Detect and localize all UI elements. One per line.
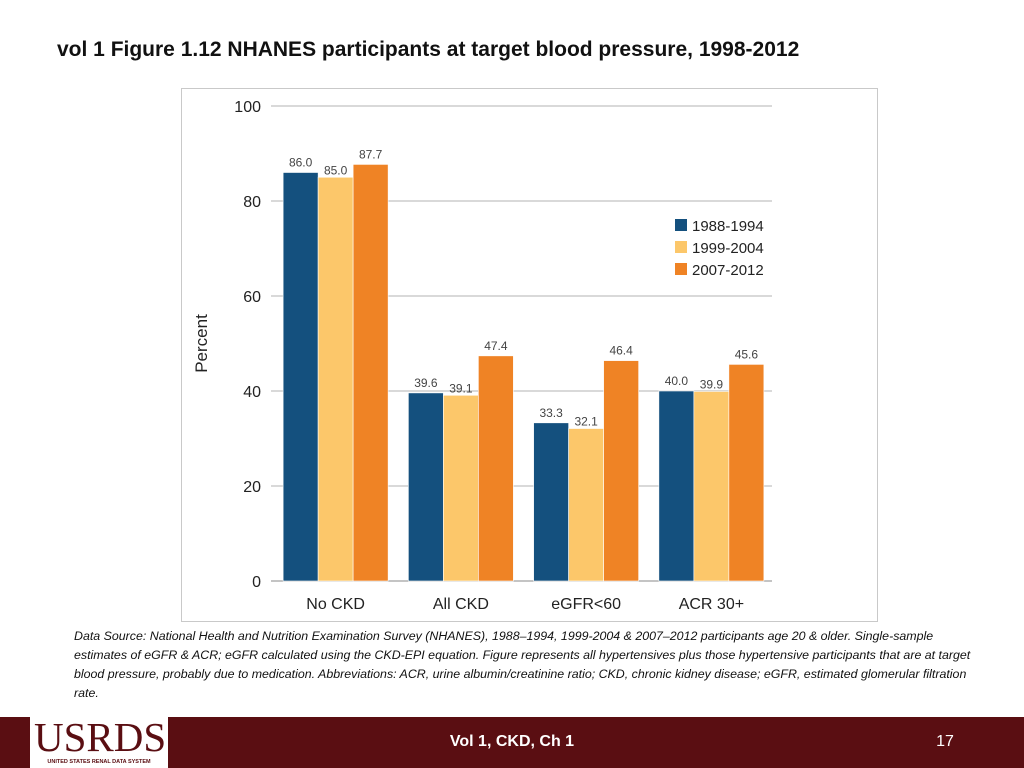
x-category-label: eGFR<60	[551, 596, 621, 613]
bar	[443, 394, 479, 582]
page-number: 17	[936, 733, 954, 750]
bar	[282, 172, 319, 582]
y-tick-label: 0	[252, 574, 261, 591]
bar	[728, 364, 765, 582]
usrds-logo: USRDS UNITED STATES RENAL DATA SYSTEM	[30, 713, 168, 768]
data-label: 40.0	[665, 374, 689, 388]
data-label: 39.9	[700, 377, 724, 391]
footer-bar	[0, 717, 1024, 768]
legend-label: 1999-2004	[692, 240, 764, 257]
logo-text: USRDS	[34, 714, 167, 760]
data-label: 87.7	[359, 147, 383, 161]
legend-swatch	[675, 219, 687, 231]
legend-swatch	[675, 263, 687, 275]
data-label: 32.1	[574, 415, 598, 429]
bar	[408, 392, 444, 582]
y-tick-label: 80	[243, 194, 261, 211]
x-category-label: ACR 30+	[679, 596, 744, 613]
bar	[478, 355, 514, 582]
y-tick-label: 20	[243, 479, 261, 496]
footer-chapter-label: Vol 1, CKD, Ch 1	[449, 733, 575, 750]
y-tick-label: 100	[234, 99, 261, 116]
data-label: 46.4	[609, 344, 633, 358]
data-source-footnote: Data Source: National Health and Nutriti…	[74, 629, 971, 700]
bar	[317, 176, 354, 582]
data-label: 85.0	[324, 163, 348, 177]
x-category-label: All CKD	[433, 596, 489, 613]
data-label: 33.3	[539, 406, 563, 420]
bar	[658, 390, 695, 582]
data-label: 86.0	[289, 156, 313, 170]
x-category-label: No CKD	[306, 596, 365, 613]
chart-frame: 0 20 40 60 80 100 Percent 86.0 85.0 87.7 No CKD 39.…	[181, 88, 878, 622]
bar	[693, 391, 730, 582]
legend-label: 2007-2012	[692, 262, 764, 279]
bar	[568, 428, 604, 582]
data-label: 47.4	[484, 339, 508, 353]
slide-title: vol 1 Figure 1.12 NHANES participants at…	[57, 38, 800, 61]
legend-label: 1988-1994	[692, 218, 764, 235]
bar	[603, 360, 639, 582]
data-label: 39.1	[449, 381, 473, 395]
bar	[352, 164, 389, 582]
y-tick-label: 60	[243, 289, 261, 306]
bar-chart: 0 20 40 60 80 100 Percent 86.0 85.0 87.7 No CKD 39.…	[192, 99, 772, 613]
data-label: 45.6	[735, 347, 759, 361]
y-axis-title: Percent	[192, 314, 211, 373]
legend-swatch	[675, 241, 687, 253]
data-label: 39.6	[414, 376, 438, 390]
y-tick-label: 40	[243, 384, 261, 401]
bar	[533, 422, 569, 582]
logo-subtext: UNITED STATES RENAL DATA SYSTEM	[47, 759, 151, 765]
